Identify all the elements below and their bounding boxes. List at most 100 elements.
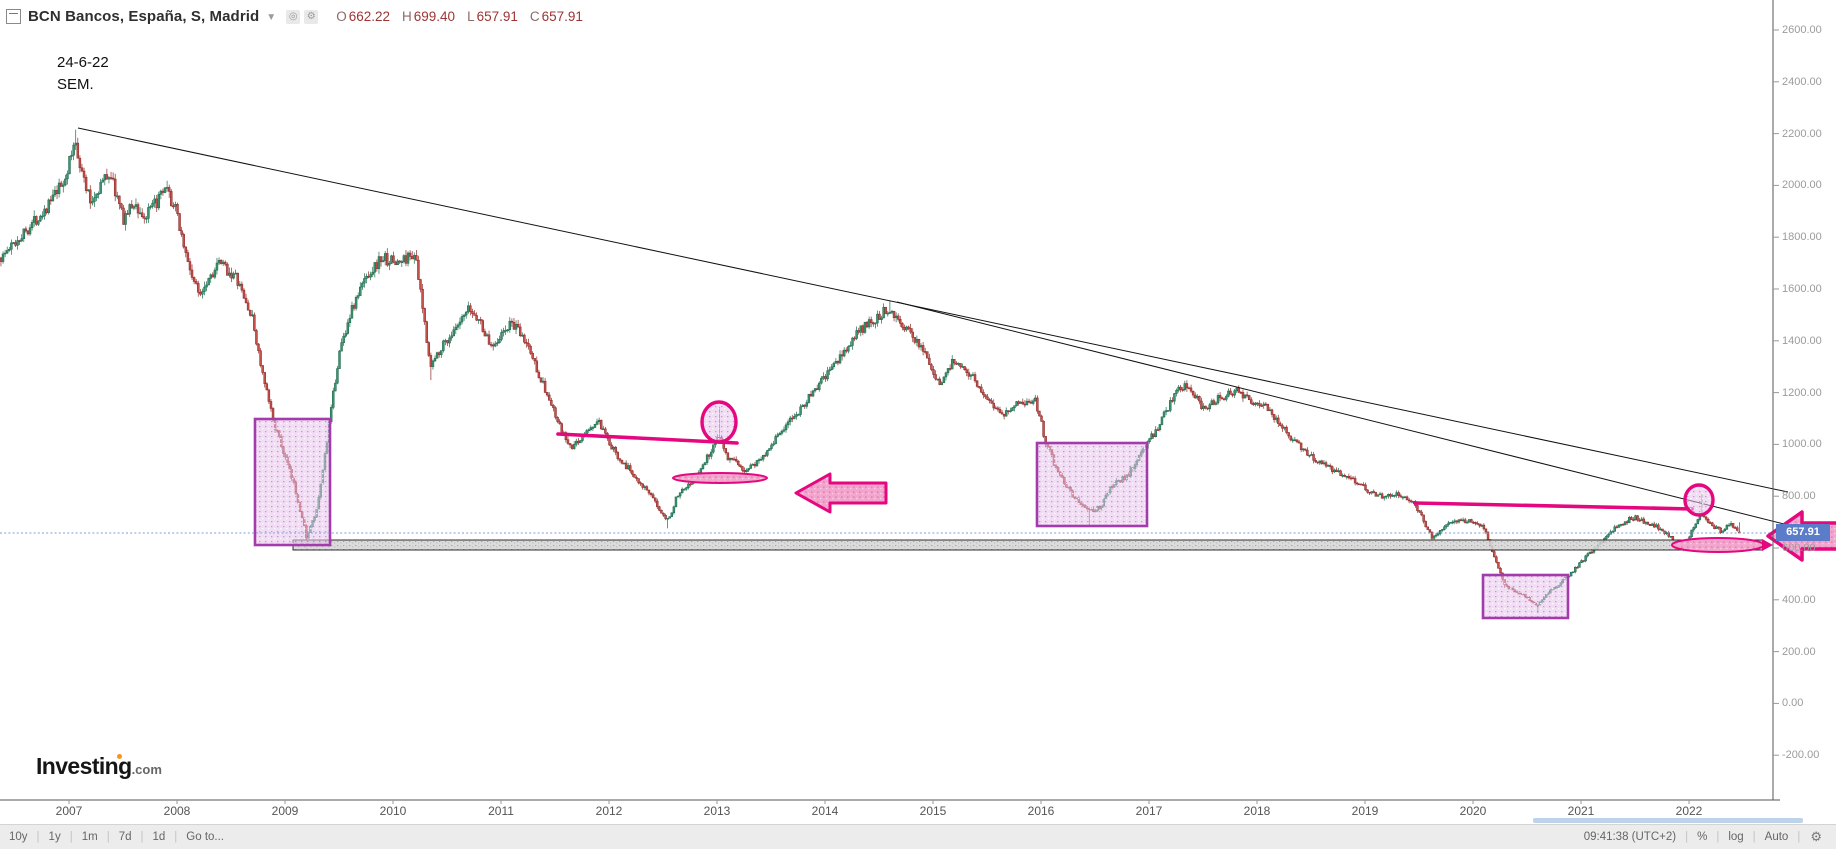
candle-body — [599, 419, 603, 430]
candle-body — [500, 332, 503, 340]
y-axis-label: 1200.00 — [1782, 386, 1822, 399]
y-axis-label: -200.00 — [1782, 749, 1820, 762]
candle-body — [28, 227, 32, 235]
candle-body — [1655, 524, 1658, 528]
horizontal-scrollbar-thumb[interactable] — [1533, 818, 1803, 823]
candle-body — [170, 191, 173, 207]
candle-body — [572, 444, 576, 449]
candle-body — [8, 248, 11, 251]
symbol-title[interactable]: BCN Bancos, España, S, Madrid — [28, 8, 260, 25]
investing-logo: Investing.com — [36, 753, 162, 780]
candle-body — [263, 372, 266, 384]
candle-body — [1451, 521, 1454, 524]
purple-box-2009-lows[interactable] — [253, 417, 332, 547]
candle-body — [348, 317, 352, 323]
candle-body — [1196, 395, 1199, 399]
candle-body — [1355, 482, 1359, 485]
candle-body — [1391, 495, 1394, 497]
candle-body — [1374, 492, 1378, 497]
pink-circle-2013-spike[interactable] — [700, 400, 738, 444]
candle-body — [1031, 400, 1035, 404]
candle-body — [207, 278, 210, 286]
chevron-down-icon[interactable]: ▼ — [266, 12, 277, 23]
candle-body — [450, 335, 453, 339]
candle-body — [826, 370, 829, 380]
range-button-1y[interactable]: 1y — [48, 831, 61, 843]
candle-body — [1162, 411, 1166, 418]
candle-body — [1297, 441, 1301, 444]
candle-body — [1422, 514, 1425, 522]
candle-body — [793, 416, 796, 419]
purple-box-2016-lows[interactable] — [1035, 441, 1149, 528]
auto-scale-button[interactable]: Auto — [1764, 831, 1789, 843]
candle-body — [1239, 391, 1243, 394]
candle-body — [548, 394, 551, 401]
candle-body — [1227, 390, 1230, 397]
candle-body — [1306, 449, 1309, 456]
pink-resistance-2012[interactable] — [556, 432, 739, 445]
candle-body — [1578, 562, 1581, 568]
candle-body — [674, 496, 678, 508]
candle-body — [932, 369, 935, 375]
range-button-1m[interactable]: 1m — [81, 831, 98, 843]
separator: | — [1716, 831, 1720, 843]
candle-body — [1470, 519, 1473, 523]
pink-arrow-mid[interactable] — [794, 472, 888, 514]
range-button-1d[interactable]: 1d — [152, 831, 166, 843]
go-to-button[interactable]: Go to... — [186, 831, 224, 843]
pink-circle-2022-spike[interactable] — [1683, 483, 1715, 517]
settings-icon[interactable]: ⚙ — [304, 9, 319, 24]
candle-body — [911, 331, 914, 338]
candle-body — [1247, 395, 1251, 401]
candle-body — [78, 157, 82, 169]
candle-body — [1164, 410, 1168, 413]
chart-text-note[interactable]: 24-6-22 SEM. — [57, 52, 109, 96]
purple-box-2020-lows[interactable] — [1481, 573, 1570, 620]
candle-body — [174, 204, 177, 207]
candle-body — [651, 494, 655, 499]
support-band[interactable] — [292, 539, 1764, 551]
candle-body — [502, 330, 505, 333]
candle-body — [485, 334, 489, 337]
candle-body — [531, 353, 534, 359]
black-trendline-upper[interactable] — [77, 127, 1789, 493]
close-value: 657.91 — [541, 9, 583, 24]
percent-scale-button[interactable]: % — [1697, 831, 1708, 843]
gear-icon[interactable]: ⚙ — [1810, 829, 1822, 844]
log-scale-button[interactable]: log — [1728, 831, 1744, 843]
pink-resistance-2022[interactable] — [1413, 501, 1694, 511]
pink-ellipse-2022-support[interactable] — [1671, 537, 1765, 553]
candle-body — [653, 497, 657, 502]
range-button-7d[interactable]: 7d — [118, 831, 132, 843]
candle-body — [604, 428, 607, 434]
candle-body — [70, 154, 73, 157]
candle-body — [1171, 400, 1174, 402]
chart-drawings[interactable] — [0, 127, 1836, 620]
x-axis-label: 2007 — [55, 804, 83, 818]
candle-body — [747, 468, 750, 471]
candle-body — [710, 451, 713, 457]
candle-body — [408, 252, 412, 257]
candle-body — [1401, 496, 1405, 499]
candle-body — [1648, 524, 1652, 526]
candle-body — [799, 406, 802, 415]
snapshot-icon[interactable]: ◎ — [286, 9, 301, 24]
pink-ellipse-2012-lows[interactable] — [672, 472, 768, 484]
candle-body — [244, 297, 248, 304]
candle-body — [230, 272, 233, 279]
black-trendline-lower[interactable] — [896, 301, 1789, 526]
candle-body — [712, 444, 715, 453]
candle-body — [676, 495, 680, 498]
candle-body — [1364, 484, 1367, 491]
range-button-10y[interactable]: 10y — [9, 831, 28, 843]
y-axis-label: 0.00 — [1782, 697, 1804, 710]
candle-body — [201, 291, 204, 295]
candle-body — [1216, 395, 1220, 404]
collapse-icon[interactable] — [6, 9, 21, 24]
candle-body — [1210, 400, 1214, 406]
candle-body — [22, 228, 26, 239]
candle-body — [905, 326, 908, 331]
candle-body — [442, 340, 445, 351]
candle-body — [1586, 553, 1589, 557]
